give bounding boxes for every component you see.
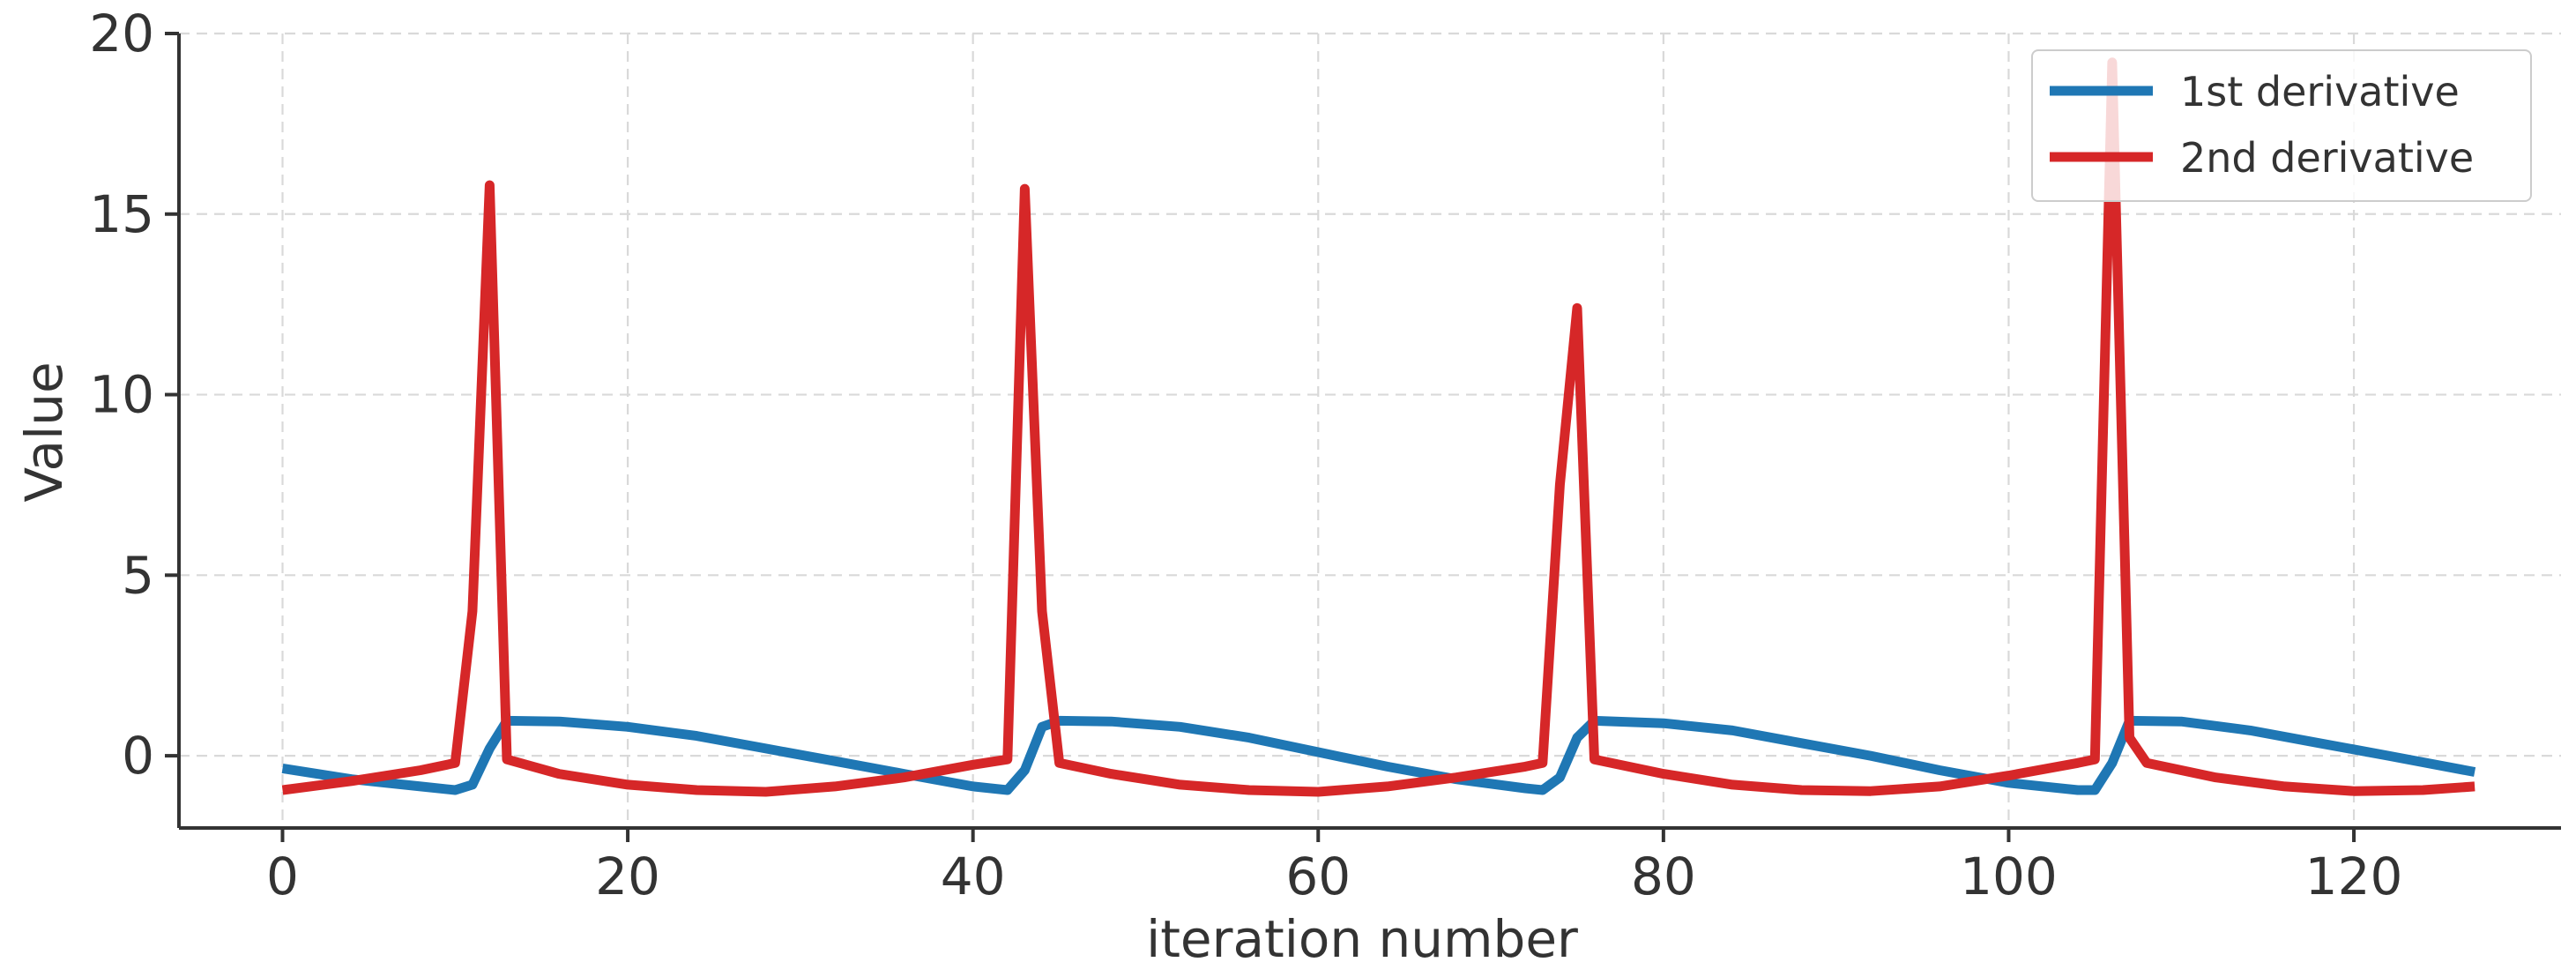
x-tick-label-3: 60 [1285, 846, 1351, 906]
grid [179, 32, 2561, 828]
legend-label-series-2: 2nd derivative [2180, 134, 2474, 182]
x-tick-label-2: 40 [941, 846, 1006, 906]
legend-box [2031, 49, 2532, 202]
x-tick-label-0: 0 [266, 846, 299, 906]
y-tick-label-3: 15 [89, 184, 154, 244]
series-line-1 [281, 715, 2476, 795]
legend-label-series-1: 1st derivative [2180, 68, 2460, 116]
series-lines [281, 57, 2476, 797]
axes [177, 34, 2561, 830]
x-axis-label: iteration number [1146, 909, 1578, 969]
x-tick-label-5: 100 [1960, 846, 2058, 906]
series-line-2 [281, 57, 2475, 797]
y-tick-label-4: 20 [89, 4, 154, 63]
y-tick-label-0: 0 [122, 726, 154, 786]
x-tick-label-1: 20 [595, 846, 660, 906]
legend: 1st derivative 2nd derivative [2031, 49, 2532, 202]
y-axis-label: Value [14, 362, 74, 502]
ticks: 0 20 40 60 80 100 120 0 5 10 15 20 [89, 4, 2402, 906]
y-tick-label-1: 5 [122, 545, 154, 605]
x-tick-label-4: 80 [1631, 846, 1696, 906]
y-tick-label-2: 10 [89, 365, 154, 425]
x-tick-label-6: 120 [2305, 846, 2403, 906]
